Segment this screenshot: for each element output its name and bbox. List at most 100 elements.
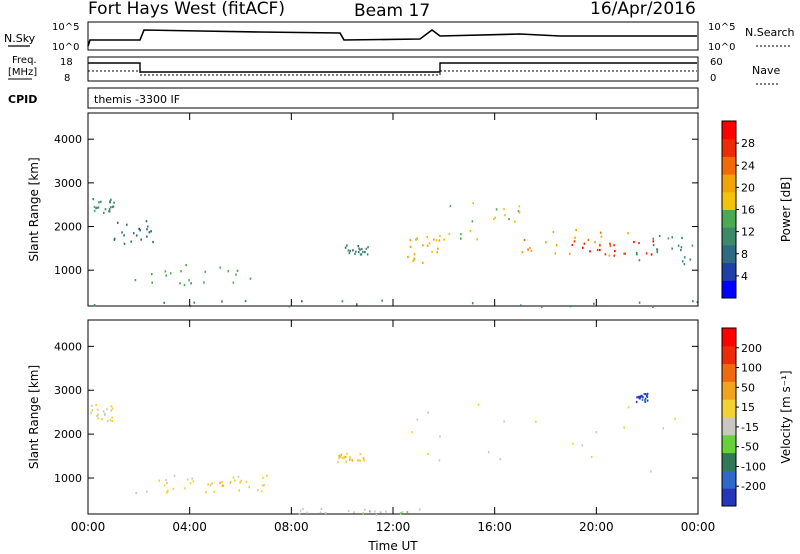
echo-cell xyxy=(635,400,638,404)
echo-cell xyxy=(541,305,543,309)
echo-cell xyxy=(240,479,242,482)
echo-cell xyxy=(583,242,586,245)
echo-cell xyxy=(148,231,151,234)
echo-cell xyxy=(130,240,132,243)
echo-cell xyxy=(416,237,418,240)
echo-cell xyxy=(96,414,98,418)
echo-cell xyxy=(521,251,524,254)
colorbar-tick-label: 16 xyxy=(741,204,755,217)
echo-cell xyxy=(514,220,516,223)
echo-cell xyxy=(437,247,439,250)
echo-cell xyxy=(644,399,646,402)
echo-cell xyxy=(590,455,593,459)
colorbar-tick-label: 15 xyxy=(741,401,755,414)
echo-cell xyxy=(343,457,345,460)
echo-cell xyxy=(600,235,603,238)
colorbar-segment xyxy=(722,452,736,471)
freq-label-1: Freq. xyxy=(12,55,37,66)
echo-cell xyxy=(650,470,652,473)
echo-cell xyxy=(139,229,141,232)
echo-cell xyxy=(438,239,441,242)
echo-cell xyxy=(98,201,100,204)
echo-cell xyxy=(109,419,112,422)
echo-cell xyxy=(681,236,683,240)
echo-cell xyxy=(111,416,113,419)
echo-cell xyxy=(165,478,167,482)
echo-cell xyxy=(449,205,452,208)
beam-title: Beam 17 xyxy=(354,1,430,21)
echo-cell xyxy=(608,254,611,257)
echo-cell xyxy=(90,411,92,414)
echo-cell xyxy=(244,299,247,303)
echo-cell xyxy=(572,442,574,445)
echo-cell xyxy=(593,302,595,305)
echo-cell xyxy=(126,223,128,226)
echo-cell xyxy=(443,238,445,241)
echo-cell xyxy=(518,211,521,214)
echo-cell xyxy=(104,412,106,415)
echo-cell xyxy=(552,230,555,234)
echo-cell xyxy=(523,238,526,242)
echo-cell xyxy=(518,205,521,208)
echo-cell xyxy=(681,260,684,263)
echo-cell xyxy=(111,420,114,423)
echo-cell xyxy=(422,261,424,264)
echo-cell xyxy=(339,455,342,458)
echo-cell xyxy=(422,244,424,247)
echo-cell xyxy=(568,252,571,255)
freq-label-2: [MHz] xyxy=(8,67,37,78)
colorbar-segment xyxy=(722,488,736,507)
echo-cell xyxy=(436,251,438,254)
echo-cell xyxy=(302,507,304,511)
echo-cell xyxy=(347,509,350,512)
echo-cell xyxy=(416,418,419,421)
echo-cell xyxy=(624,252,626,255)
echo-cell xyxy=(645,252,648,255)
echo-cell xyxy=(93,209,96,212)
echo-cell xyxy=(573,240,576,243)
echo-cell xyxy=(381,299,383,302)
echo-cell xyxy=(261,490,263,493)
echo-cell xyxy=(93,304,96,307)
echo-cell xyxy=(261,484,264,487)
echo-cell xyxy=(341,300,344,303)
echo-cell xyxy=(140,238,142,241)
echo-cell xyxy=(643,393,646,396)
echo-cell xyxy=(266,474,268,477)
echo-cell xyxy=(138,227,140,231)
echo-cells xyxy=(92,198,699,309)
echo-cell xyxy=(692,300,694,303)
echo-cell xyxy=(362,250,364,253)
cpid-value: themis -3300 IF xyxy=(94,93,180,106)
colorbar-segment xyxy=(722,156,736,175)
noise-tick-top-right: 10^5 xyxy=(708,22,735,33)
echo-cell xyxy=(520,304,522,307)
echo-cell xyxy=(594,241,596,244)
echo-cell xyxy=(401,511,404,514)
echo-cell xyxy=(677,244,680,247)
echo-cell xyxy=(107,419,109,422)
echo-cell xyxy=(364,251,366,254)
echo-cell xyxy=(680,249,682,252)
echo-cell xyxy=(623,426,625,429)
echo-cell xyxy=(262,476,264,479)
echo-cell xyxy=(636,251,638,255)
echo-cell xyxy=(369,510,371,513)
echo-cell xyxy=(627,232,629,235)
echo-cell xyxy=(587,238,590,241)
echo-cell xyxy=(110,409,113,412)
echo-cell xyxy=(221,480,223,484)
echo-cell xyxy=(320,507,323,510)
echo-cell xyxy=(238,489,240,492)
echo-cell xyxy=(544,241,547,244)
colorbar-segment xyxy=(722,345,736,365)
echo-cell xyxy=(104,208,107,211)
echo-cell xyxy=(357,459,359,462)
colorbar-tick-label: -100 xyxy=(741,460,766,473)
echo-cell xyxy=(644,397,647,400)
echo-cell xyxy=(363,459,365,462)
x-tick-label: 08:00 xyxy=(274,520,309,534)
echo-cell xyxy=(609,244,612,248)
noise-sky-trace xyxy=(87,29,697,47)
echo-cell xyxy=(411,431,413,434)
